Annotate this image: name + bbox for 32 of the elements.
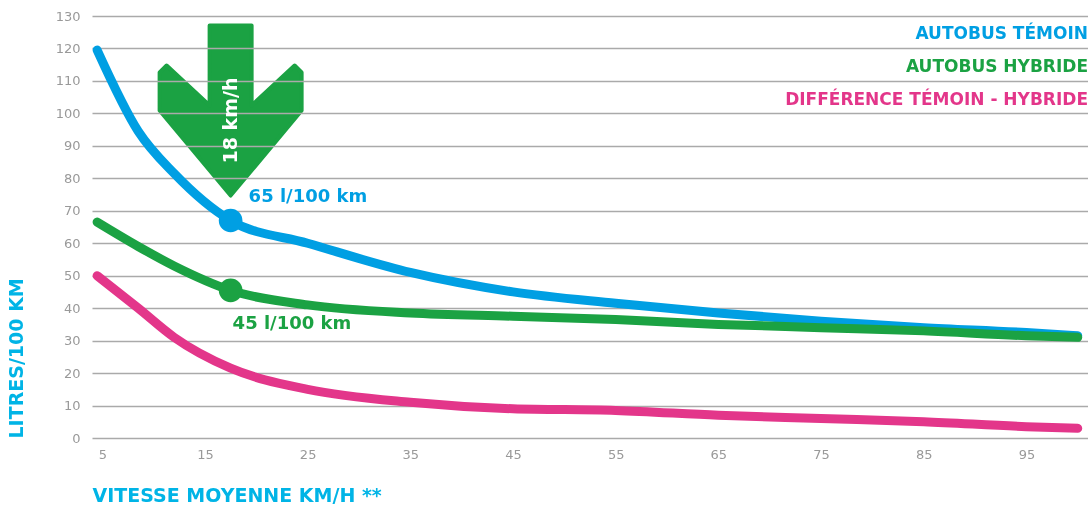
y-tick-label: 80 — [63, 170, 81, 186]
x-tick-label: 55 — [607, 446, 625, 462]
y-tick-label: 30 — [63, 333, 81, 349]
y-tick-label: 90 — [63, 138, 81, 154]
text: AUTOBUS HYBRIDE — [905, 56, 1088, 76]
x-axis-title: VITESSE MOYENNE KM/H ** — [92, 483, 382, 506]
y-tick-label: 20 — [63, 365, 81, 381]
annotation: 18 km/h — [218, 77, 241, 164]
x-tick-label: 85 — [915, 446, 933, 462]
x-tick-label: 15 — [197, 446, 214, 462]
annotation: 45 l/100 km — [232, 312, 352, 334]
annotation: 65 l/100 km — [248, 184, 368, 206]
x-tick-label: 45 — [505, 446, 522, 462]
text: AUTOBUS TÉMOIN — [915, 22, 1088, 43]
y-tick-label: 70 — [63, 203, 81, 219]
x-tick-label: 5 — [98, 446, 107, 462]
y-tick-label: 40 — [63, 300, 81, 316]
y-tick-label: 100 — [55, 105, 81, 121]
x-tick-label: 25 — [299, 446, 317, 462]
x-tick-label: 35 — [402, 446, 420, 462]
y-tick-label: 130 — [55, 8, 81, 24]
x-tick-label: 65 — [710, 446, 728, 462]
y-tick-label: 50 — [63, 268, 81, 284]
y-axis-title: LITRES/100 KM — [4, 278, 27, 439]
text: DIFFÉRENCE TÉMOIN - HYBRIDE — [785, 88, 1088, 109]
x-tick-label: 75 — [813, 446, 830, 462]
y-tick-label: 10 — [63, 398, 81, 414]
y-tick-label: 0 — [72, 430, 81, 446]
y-tick-label: 110 — [55, 73, 81, 89]
y-tick-label: 120 — [55, 40, 81, 56]
y-tick-label: 60 — [63, 235, 81, 251]
x-tick-label: 95 — [1018, 446, 1036, 462]
